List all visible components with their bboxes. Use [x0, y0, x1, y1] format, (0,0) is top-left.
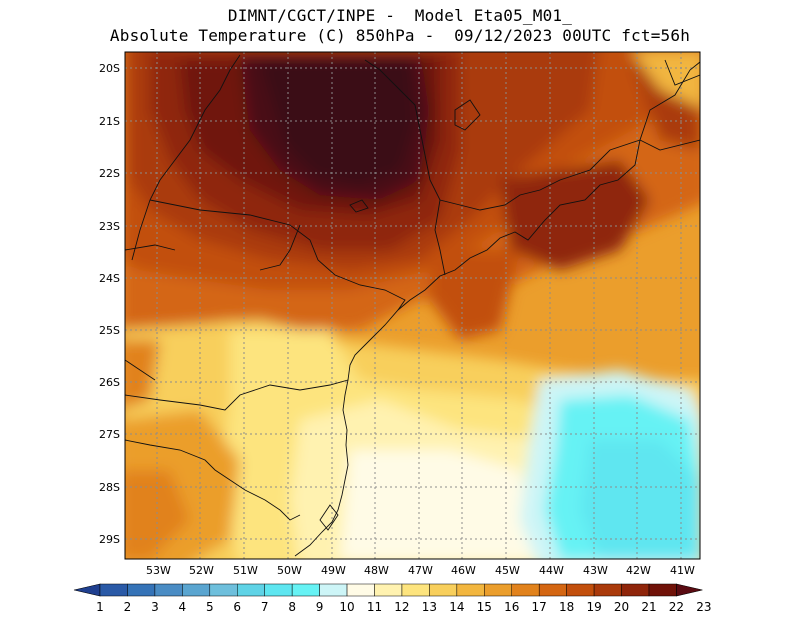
grid-lines — [125, 52, 700, 559]
colorbar-label: 11 — [367, 600, 382, 614]
colorbar-label: 13 — [422, 600, 437, 614]
lon-label: 45W — [495, 564, 520, 577]
lat-labels: 20S 21S 22S 23S 24S 25S 26S 27S 28S 29S — [99, 62, 120, 546]
colorbar-label: 5 — [206, 600, 214, 614]
colorbar-swatch — [456, 583, 485, 597]
lon-label: 42W — [626, 564, 651, 577]
lon-label: 49W — [321, 564, 346, 577]
lon-label: 41W — [670, 564, 695, 577]
state-border — [149, 199, 406, 311]
colorbar-swatch — [99, 583, 128, 597]
lon-label: 47W — [408, 564, 433, 577]
colorbar-label: 22 — [669, 600, 684, 614]
state-border — [131, 54, 241, 261]
lon-label: 44W — [539, 564, 564, 577]
colorbar-swatch — [209, 583, 238, 597]
lat-label: 21S — [99, 115, 120, 128]
lon-label: 52W — [189, 564, 214, 577]
colorbar-label: 7 — [261, 600, 269, 614]
lake — [349, 199, 369, 213]
lon-label: 53W — [146, 564, 171, 577]
colorbar-swatch — [264, 583, 293, 597]
colorbar-label: 21 — [641, 600, 656, 614]
colorbar-swatch — [511, 583, 540, 597]
colorbar-label: 6 — [233, 600, 241, 614]
state-border — [259, 224, 301, 271]
lat-label: 20S — [99, 62, 120, 75]
colorbar-label: 4 — [179, 600, 187, 614]
colorbar-label: 16 — [504, 600, 519, 614]
colorbar-swatch — [538, 583, 567, 597]
colorbar-swatch — [319, 583, 348, 597]
colorbar-label: 23 — [696, 600, 711, 614]
colorbar-swatch — [346, 583, 375, 597]
colorbar-label: 2 — [124, 600, 132, 614]
colorbar-label: 14 — [449, 600, 464, 614]
colorbar-label: 18 — [559, 600, 574, 614]
colorbar: 1 2 3 4 5 6 7 8 9 10 11 12 13 14 15 16 17 18 19 20 21 22 23 — [73, 583, 712, 614]
lon-label: 46W — [451, 564, 476, 577]
chart-title-line-2: Absolute Temperature (C) 850hPa - 09/12/… — [109, 26, 691, 45]
lon-label: 48W — [364, 564, 389, 577]
colorbar-label: 17 — [532, 600, 547, 614]
colorbar-label: 20 — [614, 600, 629, 614]
colorbar-label: 1 — [96, 600, 104, 614]
state-border — [125, 359, 156, 381]
state-border — [125, 379, 349, 411]
colorbar-swatch — [154, 583, 183, 597]
colorbar-label: 19 — [586, 600, 601, 614]
colorbar-label: 9 — [316, 600, 324, 614]
map-borders — [125, 54, 700, 557]
colorbar-swatch — [566, 583, 595, 597]
colorbar-swatch — [237, 583, 265, 597]
state-border — [664, 59, 700, 86]
lon-label: 43W — [583, 564, 608, 577]
colorbar-arrow-left — [73, 583, 101, 597]
colorbar-swatch — [484, 583, 512, 597]
lon-label: 51W — [233, 564, 258, 577]
chart-title-line-1: DIMNT/CGCT/INPE - Model Eta05_M01_ — [227, 6, 573, 25]
colorbar-label: 12 — [394, 600, 409, 614]
colorbar-swatch — [374, 583, 403, 597]
colorbar-label: 10 — [339, 600, 354, 614]
colorbar-swatch — [127, 583, 156, 597]
lat-label: 29S — [99, 533, 120, 546]
colorbar-swatch — [291, 583, 320, 597]
coastline — [294, 61, 700, 557]
lake — [454, 99, 481, 131]
lon-labels: 53W 52W 51W 50W 49W 48W 47W 46W 45W 44W … — [146, 564, 695, 577]
lat-label: 28S — [99, 481, 120, 494]
colorbar-swatch — [593, 583, 622, 597]
state-border — [125, 244, 176, 251]
lat-label: 25S — [99, 324, 120, 337]
lat-label: 23S — [99, 220, 120, 233]
lon-label: 50W — [277, 564, 302, 577]
lat-label: 26S — [99, 376, 120, 389]
lake — [319, 504, 339, 531]
temperature-field — [125, 52, 700, 559]
lat-label: 22S — [99, 167, 120, 180]
lat-label: 27S — [99, 428, 120, 441]
colorbar-swatch — [182, 583, 211, 597]
state-border — [434, 199, 446, 276]
plot-frame — [124, 51, 701, 560]
state-border — [125, 439, 301, 521]
colorbar-swatch — [621, 583, 650, 597]
lat-label: 24S — [99, 272, 120, 285]
state-border — [639, 139, 700, 151]
colorbar-arrow-right — [676, 583, 703, 597]
colorbar-swatch — [401, 583, 430, 597]
colorbar-label: 15 — [477, 600, 492, 614]
colorbar-swatch — [429, 583, 458, 597]
colorbar-label: 3 — [151, 600, 159, 614]
colorbar-swatch — [648, 583, 677, 597]
state-border — [364, 59, 641, 211]
colorbar-label: 8 — [288, 600, 296, 614]
